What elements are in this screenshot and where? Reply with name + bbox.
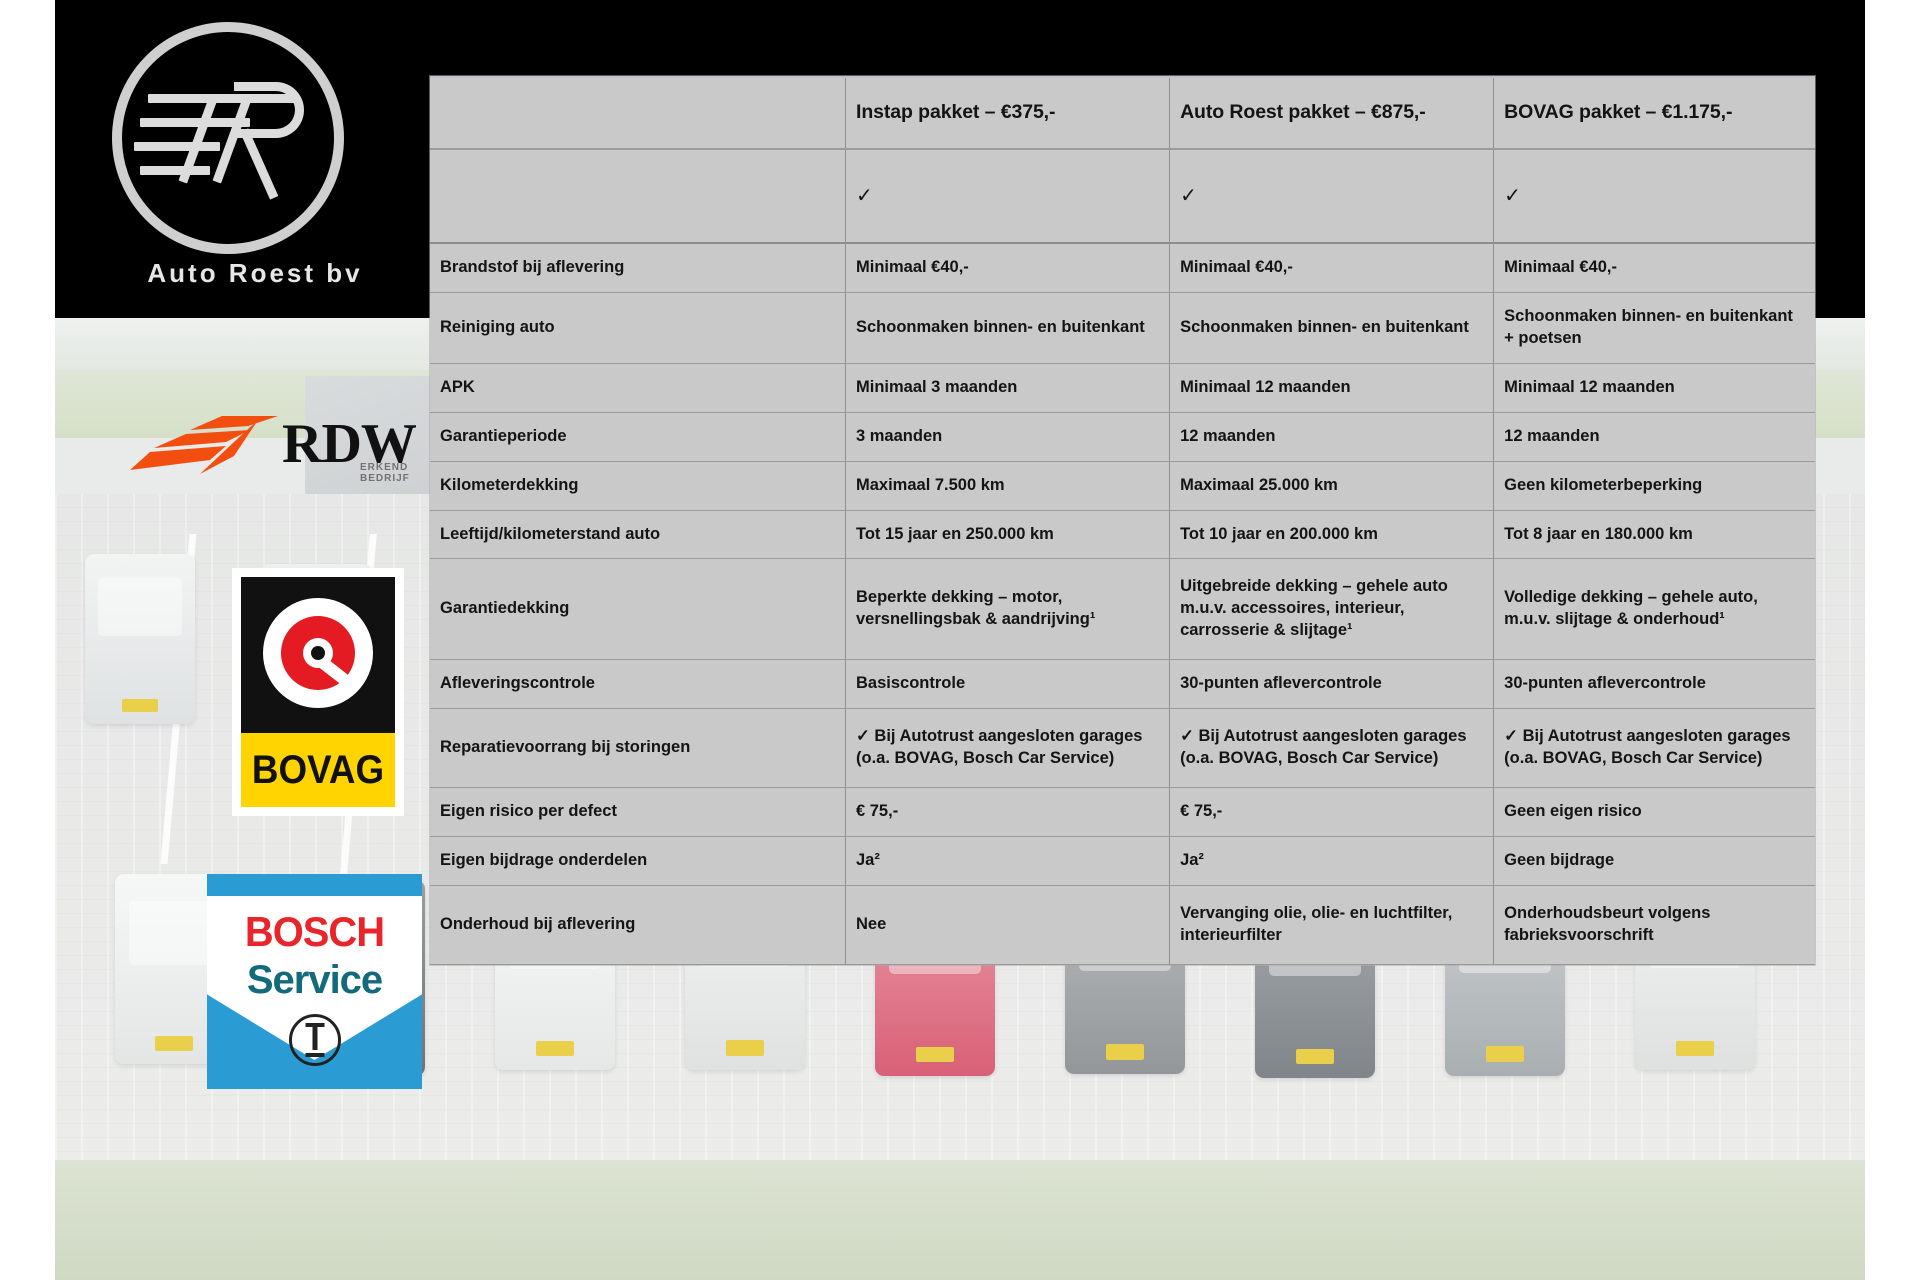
row-label: Brandstof bij aflevering [430, 242, 846, 293]
header-cell-autoroest: Auto Roest pakket – €875,- [1169, 78, 1495, 150]
row-value-cell: Ja² [1169, 836, 1495, 886]
row-label: Garantieperiode [430, 412, 846, 462]
table-row: Onderhoud bij aflevering Nee Vervanging ol… [430, 885, 1815, 965]
row-label: Reiniging auto [430, 292, 846, 364]
bovag-band [241, 733, 395, 807]
row-value-cell: Tot 8 jaar en 180.000 km [1493, 510, 1815, 560]
row-value-cell: Maximaal 25.000 km [1169, 461, 1495, 511]
row-label: Garantiedekking [430, 558, 846, 661]
row-value-cell: Schoonmaken binnen- en buitenkant [1169, 292, 1495, 364]
row-label: Onderhoud bij aflevering [430, 885, 846, 965]
check-row-label [430, 148, 846, 244]
bosch-service-label: Service [246, 958, 383, 1002]
row-label: Afleveringscontrole [430, 659, 846, 710]
check-mark-cell: ✓ [1493, 148, 1815, 244]
check-icon: ✓ [1504, 184, 1521, 207]
row-value-cell: Beperkte dekking – motor, versnellingsba… [845, 558, 1171, 661]
row-value-cell: ✓ Bij Autotrust aangesloten garages (o.a… [1169, 708, 1495, 789]
row-label: Reparatievoorrang bij storingen [430, 708, 846, 789]
row-label: APK [430, 363, 846, 413]
row-value-cell: Schoonmaken binnen- en buitenkant [845, 292, 1171, 364]
row-value-cell: Minimaal 12 maanden [1493, 363, 1815, 413]
row-value-cell: 12 maanden [1493, 412, 1815, 462]
table-row: Reiniging auto Schoonmaken binnen- en bui… [430, 292, 1815, 364]
row-value-cell: Tot 10 jaar en 200.000 km [1169, 510, 1495, 560]
check-mark-cell: ✓ [1169, 148, 1495, 244]
row-value-cell: Minimaal €40,- [1493, 242, 1815, 293]
rdw-wordmark: RDW [282, 413, 417, 475]
bovag-wordmark: BOVAG [251, 748, 385, 793]
row-value-cell: Vervanging olie, olie- en luchtfilter, i… [1169, 885, 1495, 965]
header-cell-instap: Instap pakket – €375,- [845, 78, 1171, 150]
header-cell-blank [430, 78, 846, 150]
table-row: Eigen risico per defect € 75,- € 75,- Geen … [430, 787, 1815, 838]
check-icon: ✓ [856, 184, 873, 207]
check-icon: ✓ [1180, 184, 1197, 207]
row-value-cell: Nee [845, 885, 1171, 965]
table-body: ✓ ✓ ✓ Brandstof bij aflevering Minimaal €40,… [430, 148, 1815, 965]
rdw-badge: RDW ERKEND BEDRIJF [130, 404, 420, 490]
row-value-cell: Basiscontrole [845, 659, 1171, 710]
table-row: Garantieperiode 3 maanden 12 maanden 12 maa… [430, 412, 1815, 462]
row-value-cell: Minimaal 3 maanden [845, 363, 1171, 413]
row-value-cell: Volledige dekking – gehele auto, m.u.v. … [1493, 558, 1815, 661]
row-value-cell: 30-punten aflevercontrole [1169, 659, 1495, 710]
bosch-service-badge: BOSCH Service [207, 874, 422, 1089]
header-cell-bovag: BOVAG pakket – €1.175,- [1493, 78, 1815, 150]
package-comparison-table: Instap pakket – €375,- Auto Roest pakket… [430, 76, 1815, 965]
brand-name: Auto Roest bv [147, 258, 363, 288]
table-row: Garantiedekking Beperkte dekking – motor,… [430, 558, 1815, 661]
row-value-cell: Minimaal 12 maanden [1169, 363, 1495, 413]
table-row: Brandstof bij aflevering Minimaal €40,- Mi… [430, 242, 1815, 293]
table-row: Leeftijd/kilometerstand auto Tot 15 jaar … [430, 510, 1815, 560]
table-row: Kilometerdekking Maximaal 7.500 km Maximaa… [430, 461, 1815, 511]
check-mark-cell: ✓ [845, 148, 1171, 244]
row-value-cell: Geen kilometerbeperking [1493, 461, 1815, 511]
row-value-cell: Geen eigen risico [1493, 787, 1815, 838]
row-label: Leeftijd/kilometerstand auto [430, 510, 846, 560]
table-row: APK Minimaal 3 maanden Minimaal 12 maanden… [430, 363, 1815, 413]
row-value-cell: € 75,- [1169, 787, 1495, 838]
row-value-cell: Minimaal €40,- [845, 242, 1171, 293]
row-value-cell: Geen bijdrage [1493, 836, 1815, 886]
row-value-cell: Uitgebreide dekking – gehele auto m.u.v.… [1169, 558, 1495, 661]
table-row: Afleveringscontrole Basiscontrole 30-punte… [430, 659, 1815, 710]
bosch-armature-icon [288, 1014, 341, 1066]
row-label: Eigen bijdrage onderdelen [430, 836, 846, 886]
row-value-cell: 30-punten aflevercontrole [1493, 659, 1815, 710]
row-value-cell: Maximaal 7.500 km [845, 461, 1171, 511]
bosch-wordmark: BOSCH [244, 908, 385, 955]
row-value-cell: Onderhoudsbeurt volgens fabrieksvoorschr… [1493, 885, 1815, 965]
row-value-cell: ✓ Bij Autotrust aangesloten garages (o.a… [1493, 708, 1815, 789]
poster-canvas: Auto Roest bv RDW ERKEND BEDRIJF BOVAG B… [55, 0, 1865, 1280]
table-row: Eigen bijdrage onderdelen Ja² Ja² Geen bijd… [430, 836, 1815, 886]
table-row: Reparatievoorrang bij storingen ✓ Bij Aut… [430, 708, 1815, 789]
row-value-cell: Tot 15 jaar en 250.000 km [845, 510, 1171, 560]
table-header-row: Instap pakket – €375,- Auto Roest pakket… [430, 78, 1815, 150]
row-value-cell: Schoonmaken binnen- en buitenkant + poet… [1493, 292, 1815, 364]
brand-panel: Auto Roest bv [55, 0, 455, 318]
photo-car [85, 554, 195, 724]
row-value-cell: ✓ Bij Autotrust aangesloten garages (o.a… [845, 708, 1171, 789]
row-label: Kilometerdekking [430, 461, 846, 511]
table-check-row: ✓ ✓ ✓ [430, 148, 1815, 244]
row-value-cell: Ja² [845, 836, 1171, 886]
auto-roest-monogram-icon [112, 22, 344, 254]
bovag-hub-dot-icon [311, 645, 325, 660]
bovag-badge: BOVAG [232, 568, 404, 816]
row-value-cell: 3 maanden [845, 412, 1171, 462]
row-value-cell: € 75,- [845, 787, 1171, 838]
photo-grass-bottom [55, 1160, 1865, 1280]
row-label: Eigen risico per defect [430, 787, 846, 838]
rdw-mark-icon [130, 416, 278, 474]
rdw-sub-label: ERKEND BEDRIJF [360, 462, 410, 484]
row-value-cell: 12 maanden [1169, 412, 1495, 462]
row-value-cell: Minimaal €40,- [1169, 242, 1495, 293]
